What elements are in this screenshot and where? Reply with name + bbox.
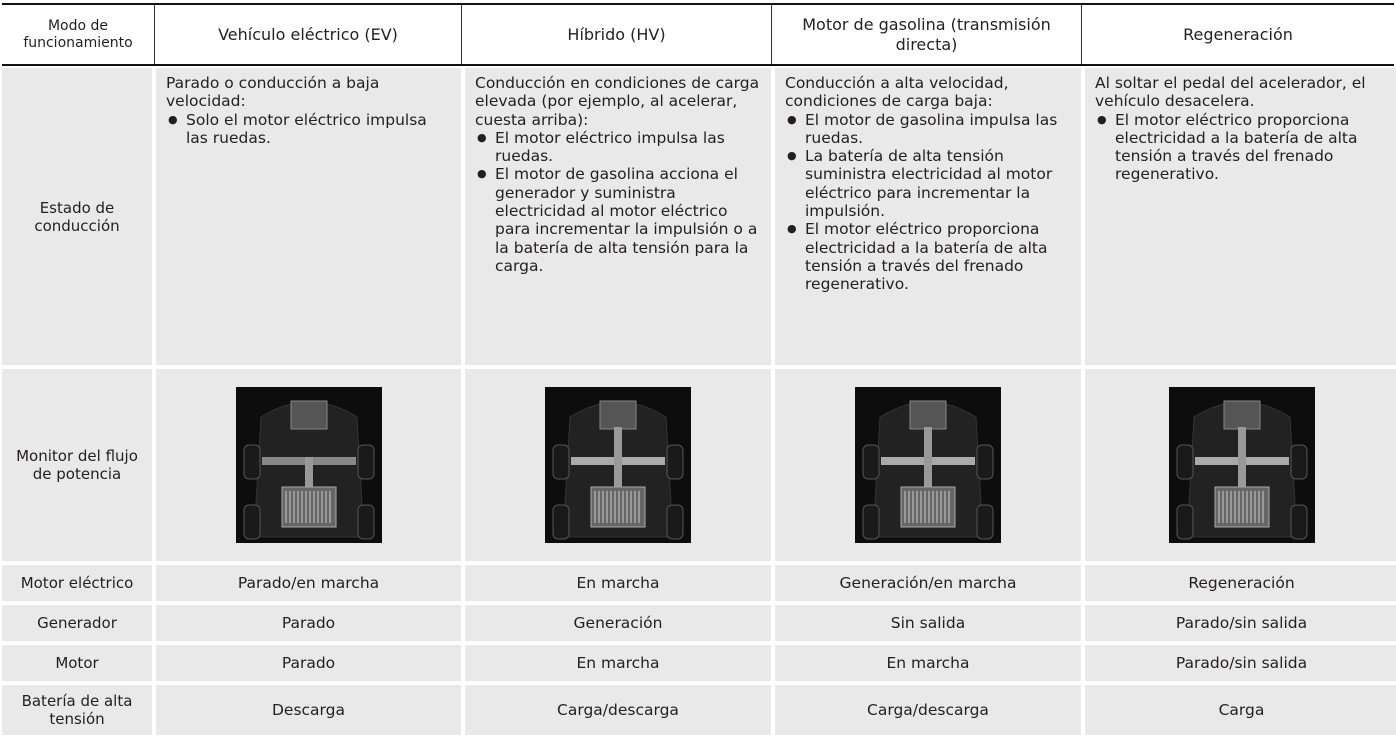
value-cell: Generación (465, 605, 771, 641)
header-cell: Regeneración (1081, 5, 1394, 64)
row-label: Motor eléctrico (2, 565, 152, 601)
state-cell: Al soltar el pedal del acelerador, el ve… (1085, 68, 1396, 365)
image-cell (156, 369, 461, 561)
bullet-list: Solo el motor eléctrico impulsa las rued… (166, 111, 451, 148)
state-cell: Parado o conducción a baja velocidad:Sol… (156, 68, 461, 365)
bullet-item: Solo el motor eléctrico impulsa las rued… (166, 111, 451, 148)
value-cell: Parado/sin salida (1085, 605, 1396, 641)
row-label: Estado de conducción (2, 68, 152, 365)
power-flow-image (235, 387, 382, 543)
value-cell: Parado (156, 605, 461, 641)
value-cell: Carga/descarga (465, 685, 771, 735)
value-cell: En marcha (465, 645, 771, 681)
image-cell (775, 369, 1081, 561)
value-cell: Generación/en marcha (775, 565, 1081, 601)
header-cell: Motor de gasolina (transmisión directa) (771, 5, 1081, 64)
state-cell: Conducción en condiciones de carga eleva… (465, 68, 771, 365)
image-cell (465, 369, 771, 561)
table-body: Estado de conducción Parado o conducción … (2, 68, 1396, 735)
value-cell: Sin salida (775, 605, 1081, 641)
value-cell: Descarga (156, 685, 461, 735)
table-header: Modo de funcionamiento Vehículo eléctrico… (2, 3, 1394, 66)
row-label: Motor (2, 645, 152, 681)
state-intro: Conducción en condiciones de carga eleva… (475, 74, 760, 129)
header-cell: Vehículo eléctrico (EV) (154, 5, 461, 64)
row-label: Generador (2, 605, 152, 641)
row-label: Batería de alta tensión (2, 685, 152, 735)
bullet-item: El motor eléctrico proporciona electrici… (1095, 111, 1388, 184)
bullet-list: El motor de gasolina impulsa las ruedas.… (785, 111, 1071, 294)
power-flow-image (545, 387, 691, 543)
bullet-item: El motor de gasolina acciona el generado… (475, 165, 761, 275)
state-intro: Al soltar el pedal del acelerador, el ve… (1095, 74, 1366, 111)
value-cell: Parado/sin salida (1085, 645, 1396, 681)
state-intro: Parado o conducción a baja velocidad: (166, 74, 380, 111)
value-cell: Carga/descarga (775, 685, 1081, 735)
header-cell: Modo de funcionamiento (23, 17, 133, 51)
state-intro: Conducción a alta velocidad, condiciones… (785, 74, 1009, 111)
bullet-item: El motor eléctrico impulsa las ruedas. (475, 129, 761, 166)
header-cell: Híbrido (HV) (461, 5, 771, 64)
state-cell: Conducción a alta velocidad, condiciones… (775, 68, 1081, 365)
bullet-item: El motor de gasolina impulsa las ruedas. (785, 111, 1071, 148)
value-cell: Regeneración (1085, 565, 1396, 601)
row-label: Monitor del flujo de potencia (2, 369, 152, 561)
power-flow-image (1168, 387, 1315, 543)
value-cell: Parado (156, 645, 461, 681)
value-cell: Parado/en marcha (156, 565, 461, 601)
value-cell: En marcha (465, 565, 771, 601)
image-cell (1085, 369, 1396, 561)
bullet-item: El motor eléctrico proporciona electrici… (785, 220, 1071, 293)
value-cell: En marcha (775, 645, 1081, 681)
bullet-item: La batería de alta tensión suministra el… (785, 147, 1071, 220)
bullet-list: El motor eléctrico impulsa las ruedas.El… (475, 129, 761, 275)
bullet-list: El motor eléctrico proporciona electrici… (1095, 111, 1388, 184)
power-flow-image (855, 387, 1001, 543)
value-cell: Carga (1085, 685, 1396, 735)
